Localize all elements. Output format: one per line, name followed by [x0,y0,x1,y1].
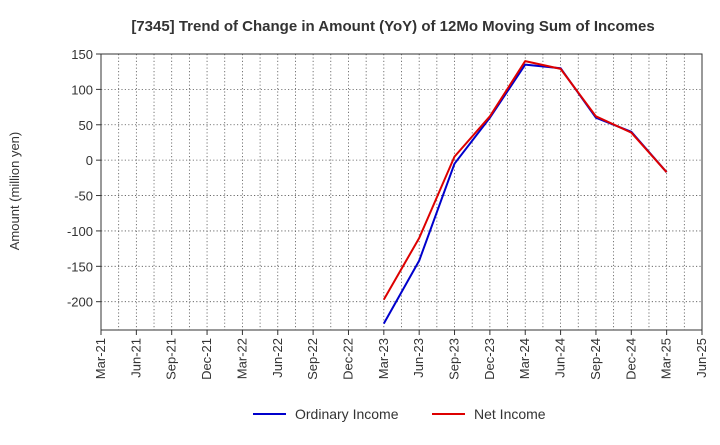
y-axis-ticks: 150 100 50 0 -50 -100 -150 -200 [67,47,101,310]
grid-lines [101,53,702,330]
x-tick-label: Jun-23 [411,338,426,378]
legend: Ordinary Income Net Income [253,406,546,422]
y-tick-label: 0 [86,153,93,168]
series-line-net-income [382,60,668,301]
x-tick-label: Mar-22 [234,338,249,379]
y-tick-label: 50 [79,118,93,133]
x-tick-label: Jun-21 [128,338,143,378]
y-axis-label: Amount (million yen) [7,132,22,251]
y-tick-label: -150 [67,259,93,274]
x-tick-label: Sep-24 [588,338,603,380]
x-tick-label: Mar-23 [376,338,391,379]
legend-label-ordinary-income: Ordinary Income [295,406,399,422]
x-tick-label: Sep-21 [164,338,179,380]
y-tick-label: -200 [67,295,93,310]
chart-title: [7345] Trend of Change in Amount (YoY) o… [131,18,654,35]
series-lines [382,60,668,325]
y-tick-label: -100 [67,224,93,239]
x-tick-label: Mar-21 [93,338,108,379]
x-tick-label: Sep-23 [447,338,462,380]
x-tick-label: Mar-24 [517,338,532,379]
y-tick-label: -50 [74,189,93,204]
legend-label-net-income: Net Income [474,406,546,422]
plot-area [100,53,703,331]
y-tick-label: 100 [71,82,93,97]
x-tick-label: Jun-24 [553,338,568,378]
x-tick-label: Dec-23 [482,338,497,380]
x-tick-label: Jun-22 [270,338,285,378]
x-axis-ticks: Mar-21 Jun-21 Sep-21 Dec-21 Mar-22 Jun-22 Sep-… [93,330,709,380]
x-tick-label: Mar-25 [659,338,674,379]
x-tick-label: Jun-25 [694,338,709,378]
x-tick-label: Dec-21 [199,338,214,380]
x-tick-label: Dec-24 [623,338,638,380]
x-tick-label: Dec-22 [340,338,355,380]
x-tick-label: Sep-22 [305,338,320,380]
y-tick-label: 150 [71,47,93,62]
